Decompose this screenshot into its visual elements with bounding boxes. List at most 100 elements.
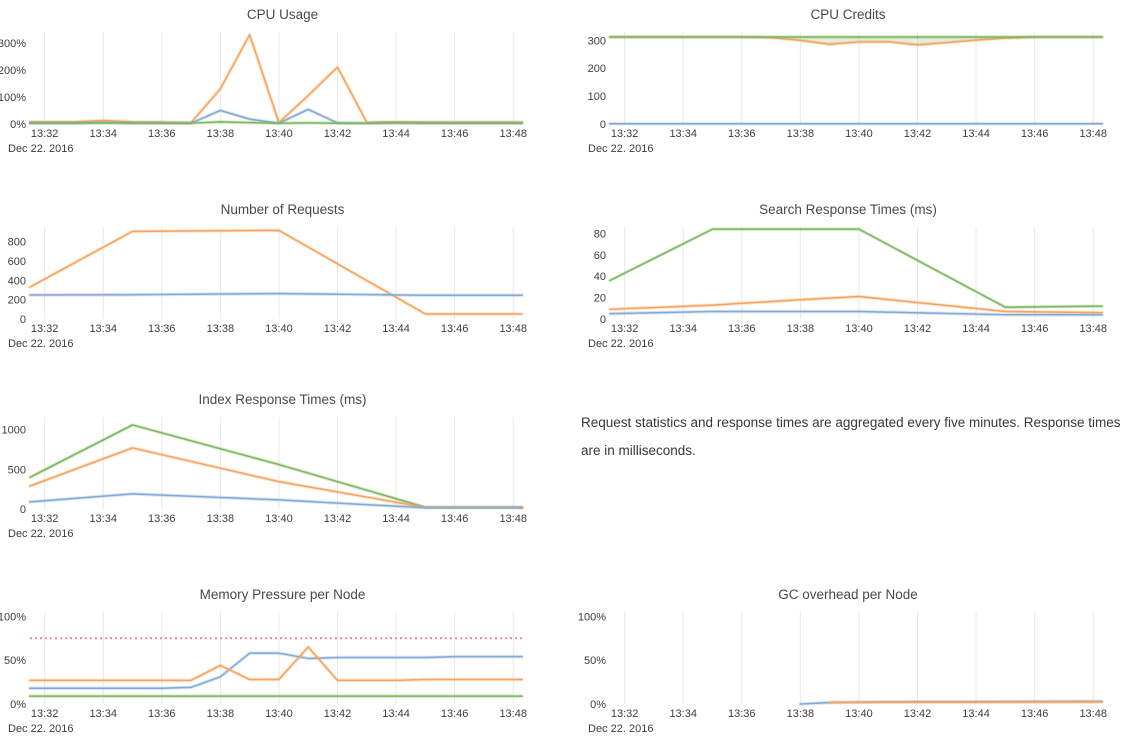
- x-tick-label: 13:34: [669, 128, 697, 140]
- x-tick-label: 13:40: [845, 323, 873, 335]
- y-tick-label: 20: [594, 293, 606, 305]
- x-tick-label: 13:38: [787, 128, 815, 140]
- chart-canvas-index-response-times[interactable]: 13:32 13:34 13:36 13:38 13:40 13:42 13:44 13:46…: [0, 409, 565, 575]
- x-tick-label: 13:42: [904, 128, 932, 140]
- series-line-orange: [29, 646, 523, 682]
- series-halo-blue: [28, 651, 524, 690]
- x-tick-label: 13:44: [382, 513, 410, 525]
- chart-canvas-gc-overhead[interactable]: 13:32 13:34 13:36 13:38 13:40 13:42 13:44 13:46…: [565, 604, 1131, 741]
- x-tick-label: 13:42: [324, 128, 352, 140]
- y-tick-label: 400: [8, 275, 26, 287]
- x-tick-label: 13:48: [499, 708, 527, 720]
- x-tick-label: 13:34: [89, 323, 117, 335]
- x-tick-label: 13:34: [89, 128, 117, 140]
- x-tick-label: 13:40: [265, 513, 293, 525]
- y-tick-label: 100%: [0, 611, 26, 623]
- x-tick-label: 13:36: [728, 323, 756, 335]
- x-tick-label: 13:38: [207, 708, 235, 720]
- y-tick-label: 1000: [2, 425, 26, 437]
- x-tick-label: 13:46: [441, 323, 469, 335]
- x-tick-label: 13:38: [207, 513, 235, 525]
- x-tick-label: 13:36: [728, 708, 756, 720]
- chart-cpu-credits: CPU Credits 13:32 13:34 13:36 13:38 13:40 13:…: [565, 0, 1131, 195]
- series-halo-orange: [28, 32, 524, 125]
- x-tick-label: 13:44: [382, 708, 410, 720]
- x-axis-date-label: Dec 22. 2016: [8, 528, 73, 540]
- chart-cpu-usage: CPU Usage 13:32 13:34 13:36 13:38 13:40 13:42…: [0, 0, 565, 195]
- series-line-green: [609, 228, 1103, 308]
- x-tick-label: 13:36: [148, 513, 176, 525]
- chart-index-response-times: Index Response Times (ms) 13:32 13:34 13:3…: [0, 385, 565, 580]
- x-tick-label: 13:36: [728, 128, 756, 140]
- y-tick-label: 50%: [584, 655, 606, 667]
- series-line-blue: [29, 292, 523, 297]
- chart-title-search-response-times: Search Response Times (ms): [759, 202, 937, 217]
- chart-canvas-search-response-times[interactable]: 13:32 13:34 13:36 13:38 13:40 13:42 13:44 13:46…: [565, 219, 1131, 385]
- chart-canvas-cpu-credits[interactable]: 13:32 13:34 13:36 13:38 13:40 13:42 13:44 13:46…: [565, 24, 1131, 190]
- y-tick-label: 200: [8, 295, 26, 307]
- chart-canvas-number-of-requests[interactable]: 13:32 13:34 13:36 13:38 13:40 13:42 13:44 13:46…: [0, 219, 565, 385]
- x-tick-label: 13:46: [1021, 128, 1049, 140]
- chart-title-gc-overhead: GC overhead per Node: [778, 587, 918, 602]
- x-axis-date-label: Dec 22. 2016: [588, 723, 653, 735]
- chart-canvas-cpu-usage[interactable]: 13:32 13:34 13:36 13:38 13:40 13:42 13:44 13:46…: [0, 24, 565, 190]
- x-axis-date-label: Dec 22. 2016: [8, 338, 73, 350]
- x-axis-date-label: Dec 22. 2016: [8, 723, 73, 735]
- x-tick-label: 13:46: [441, 128, 469, 140]
- y-tick-label: 0: [20, 314, 26, 326]
- x-tick-label: 13:32: [31, 513, 59, 525]
- series-line-blue: [609, 310, 1103, 316]
- x-tick-label: 13:42: [324, 708, 352, 720]
- x-tick-label: 13:40: [845, 128, 873, 140]
- y-tick-label: 0: [600, 314, 606, 326]
- series-line-blue: [29, 493, 523, 509]
- chart-number-of-requests: Number of Requests 13:32 13:34 13:36 13:38 1…: [0, 195, 565, 385]
- y-tick-label: 60: [594, 250, 606, 262]
- series-line-blue: [29, 652, 523, 689]
- chart-title-cpu-credits: CPU Credits: [810, 7, 886, 22]
- series-line-green: [29, 121, 523, 124]
- y-tick-label: 0%: [10, 699, 26, 711]
- y-tick-label: 0: [600, 119, 606, 131]
- y-tick-label: 100%: [0, 92, 26, 104]
- chart-canvas-memory-pressure[interactable]: 13:32 13:34 13:36 13:38 13:40 13:42 13:44 13:46…: [0, 604, 565, 741]
- x-axis-date-label: Dec 22. 2016: [8, 143, 73, 155]
- x-tick-label: 13:32: [611, 708, 639, 720]
- x-tick-label: 13:42: [324, 323, 352, 335]
- aggregation-note-text: Request statistics and response times ar…: [581, 415, 1121, 458]
- chart-memory-pressure-per-node: Memory Pressure per Node 13:32 13:34 13:36…: [0, 580, 565, 741]
- x-tick-label: 13:48: [1079, 708, 1107, 720]
- x-tick-label: 13:44: [962, 128, 990, 140]
- x-tick-label: 13:34: [669, 323, 697, 335]
- x-tick-label: 13:34: [669, 708, 697, 720]
- x-tick-label: 13:32: [611, 128, 639, 140]
- y-tick-label: 80: [594, 228, 606, 240]
- chart-title-number-of-requests: Number of Requests: [220, 202, 345, 217]
- x-tick-label: 13:32: [31, 128, 59, 140]
- y-tick-label: 200%: [0, 65, 26, 77]
- x-tick-label: 13:40: [265, 323, 293, 335]
- y-tick-label: 0%: [10, 119, 26, 131]
- x-tick-label: 13:46: [1021, 708, 1049, 720]
- x-tick-label: 13:36: [148, 708, 176, 720]
- band-fill: [610, 37, 1102, 45]
- aggregation-note: Request statistics and response times ar…: [565, 385, 1131, 580]
- x-tick-label: 13:42: [904, 708, 932, 720]
- x-tick-label: 13:34: [89, 708, 117, 720]
- series-halo-orange: [28, 228, 524, 316]
- x-tick-label: 13:40: [265, 128, 293, 140]
- chart-title-memory-pressure: Memory Pressure per Node: [199, 587, 366, 602]
- y-tick-label: 100%: [578, 611, 606, 623]
- chart-title-index-response-times: Index Response Times (ms): [198, 392, 367, 407]
- series-line-orange: [609, 295, 1103, 314]
- y-tick-label: 300: [588, 35, 606, 47]
- x-axis-date-label: Dec 22. 2016: [588, 143, 653, 155]
- x-tick-label: 13:38: [787, 323, 815, 335]
- x-tick-label: 13:48: [1079, 128, 1107, 140]
- chart-title-cpu-usage: CPU Usage: [246, 7, 319, 22]
- x-tick-label: 13:44: [962, 708, 990, 720]
- x-tick-label: 13:48: [499, 128, 527, 140]
- y-tick-label: 800: [8, 237, 26, 249]
- x-tick-label: 13:42: [324, 513, 352, 525]
